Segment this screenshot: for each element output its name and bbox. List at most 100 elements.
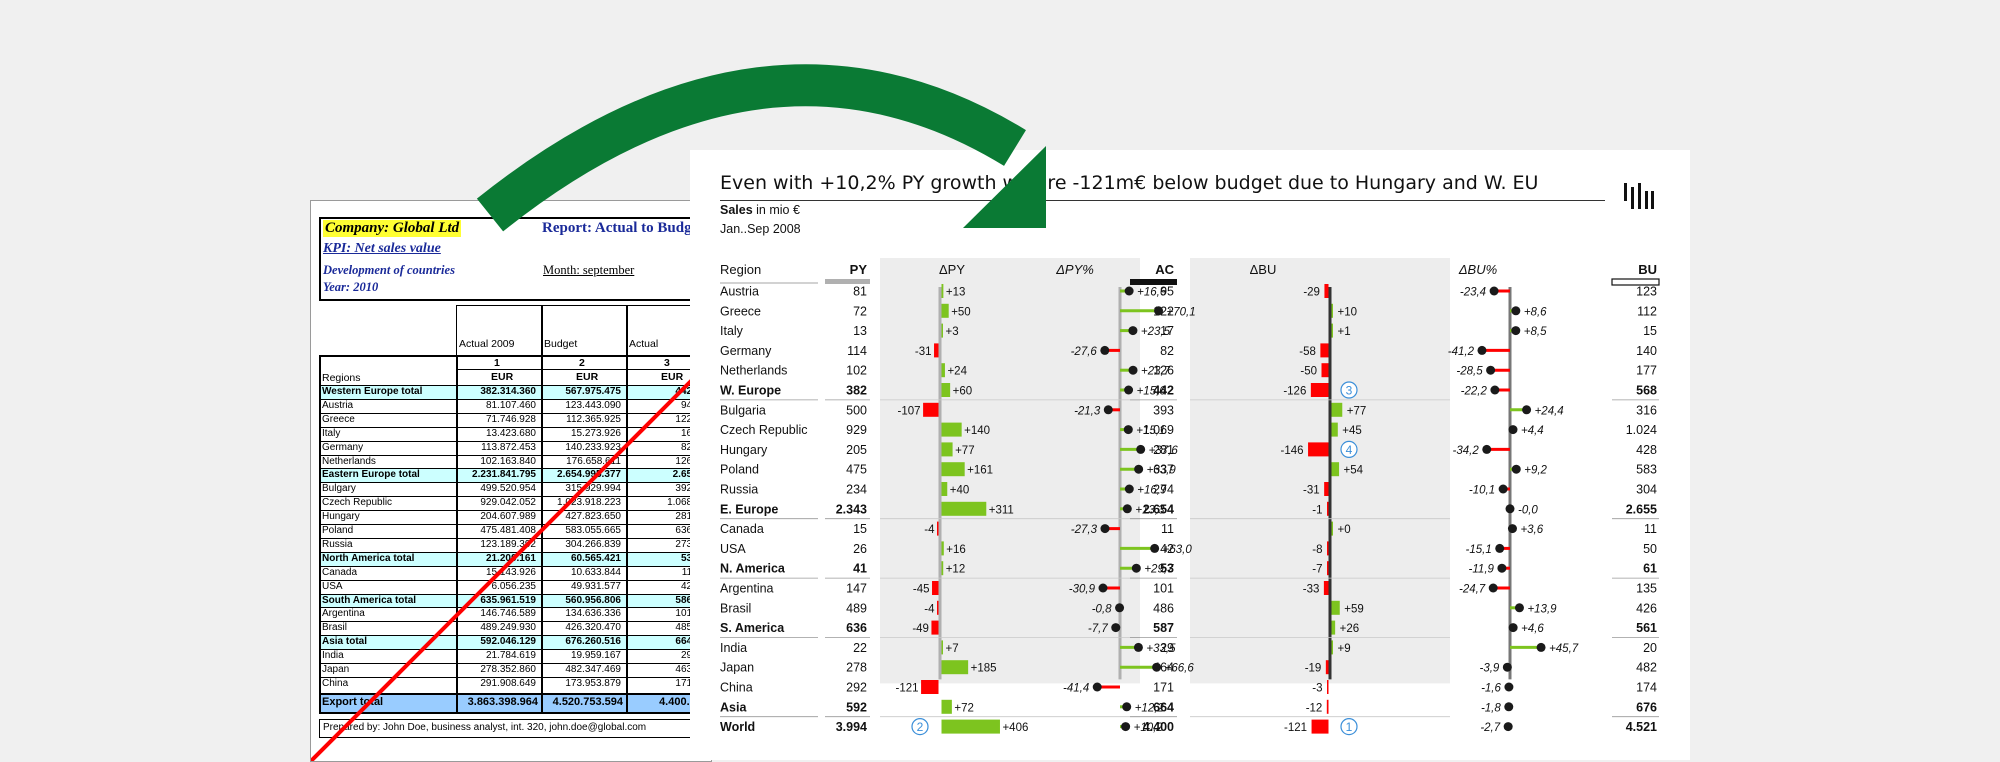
delta-py-pct-marker [1152, 662, 1162, 672]
delta-py-bar [937, 521, 939, 536]
row-py: 2.343 [836, 502, 867, 516]
sheet-row [319, 440, 709, 456]
delta-py-bar [941, 422, 962, 437]
sheet-year: Year: 2010 [323, 280, 379, 294]
col-header-py: PY [850, 262, 868, 277]
row-ac: 1.069 [1143, 423, 1174, 437]
delta-bu-pct-label: +9,2 [1524, 465, 1547, 477]
sheet-colhead-box [456, 305, 711, 356]
sheet-row [319, 468, 709, 484]
delta-py-pct-marker [1103, 405, 1113, 415]
sheet-row-name: Austria [322, 399, 354, 411]
row-region: World [720, 720, 755, 734]
delta-py-label: +72 [954, 702, 974, 714]
row-py: 102 [846, 364, 867, 378]
sheet-row-value: 382.314.360 [480, 386, 536, 397]
delta-bu-pct-marker [1498, 484, 1508, 494]
sheet-row-value: 13.423.680 [485, 427, 536, 439]
delta-py-pct-label: +33,5 [1146, 643, 1176, 655]
delta-bu-pct-marker [1505, 504, 1515, 514]
delta-bu-bar [1331, 521, 1333, 536]
delta-bu-label: -126 [1283, 386, 1306, 398]
delta-py-bar [921, 680, 939, 694]
row-region: Greece [720, 304, 761, 318]
delta-bu-label: -146 [1281, 445, 1304, 457]
delta-bu-pct-marker [1482, 444, 1492, 454]
delta-py-pct-label: -21,3 [1074, 405, 1101, 417]
row-bu: 428 [1636, 443, 1657, 457]
delta-py-pct-label: +33,9 [1147, 465, 1177, 477]
row-ac: 587 [1153, 621, 1174, 635]
delta-py-label: +24 [947, 366, 967, 378]
delta-py-bar [932, 581, 939, 595]
callout-circle [1340, 381, 1358, 399]
row-region: Netherlands [720, 364, 787, 378]
delta-bu-label: -1 [1312, 504, 1322, 516]
delta-py-pct-marker [1124, 484, 1134, 494]
sheet-vline [456, 355, 458, 712]
delta-py-pct-label: -30,9 [1069, 584, 1096, 596]
row-ac: 486 [1153, 601, 1174, 615]
row-ac: 82 [1160, 344, 1174, 358]
delta-py-bar [941, 660, 969, 675]
delta-py-bar [931, 620, 939, 635]
delta-bu-bar [1331, 462, 1340, 477]
sheet-row-value: 482.347.469 [565, 664, 621, 675]
sheet-row-value: 134.636.336 [565, 608, 621, 620]
row-region: Austria [720, 285, 759, 299]
delta-py-label: +406 [1002, 722, 1028, 734]
row-region: Germany [720, 344, 772, 358]
row-py: 475 [846, 463, 867, 477]
delta-bu-pct-label: -22,2 [1461, 386, 1488, 398]
delta-py-label: +185 [971, 663, 997, 675]
delta-py-label: +311 [989, 504, 1014, 516]
row-bu: 61 [1643, 562, 1657, 576]
delta-py-pct-label: -41,4 [1063, 683, 1089, 695]
delta-py-label: +7 [946, 643, 959, 655]
sheet-row-value: 15.143.926 [485, 566, 536, 578]
row-bu: 426 [1636, 601, 1657, 615]
row-region: China [720, 681, 753, 695]
sheet-col-number: 2 [579, 357, 585, 369]
delta-py-bar [941, 383, 951, 397]
sheet-row-value: 176.658.611 [566, 455, 621, 467]
delta-bu-bar [1327, 680, 1329, 694]
sheet-row-value: 10.633.844 [570, 566, 621, 578]
row-ac: 274 [1153, 483, 1174, 497]
callout-number: 2 [917, 720, 924, 734]
sheet-col-header: Budget [544, 338, 578, 350]
sheet-row-name: USA [322, 580, 343, 592]
row-bu: 140 [1636, 344, 1657, 358]
sheet-row-value: 49.931.577 [570, 580, 621, 592]
delta-py-pct-marker [1131, 563, 1141, 573]
row-bu: 50 [1643, 542, 1657, 556]
delta-py-bar [941, 284, 944, 298]
delta-bu-pct-label: -34,2 [1453, 445, 1480, 457]
sheet-row-name: Japan [322, 664, 350, 675]
delta-py-pct-marker [1092, 682, 1102, 692]
delta-bu-pct-marker [1495, 543, 1505, 553]
delta-bu-pct-marker [1511, 306, 1521, 316]
title-underline [720, 200, 1605, 201]
row-region: Asia [720, 700, 747, 714]
row-ac: 53 [1160, 562, 1174, 576]
delta-bu-label: +0 [1338, 524, 1351, 536]
sheet-row [319, 398, 709, 414]
delta-bu-bar [1310, 383, 1329, 397]
row-py: 114 [847, 344, 867, 358]
delta-bu-label: -7 [1312, 564, 1322, 576]
delta-bu-label: -29 [1303, 287, 1320, 299]
sheet-row [319, 510, 709, 525]
sheet-row [319, 524, 709, 539]
delta-py-pct-label: -0,8 [1092, 603, 1112, 615]
row-region: Russia [720, 483, 758, 497]
row-bu: 11 [1644, 522, 1657, 536]
delta-py-pct-marker [1100, 345, 1110, 355]
sheet-row-value: 123.189.392 [480, 538, 536, 550]
sheet-row-value: 173.953.879 [565, 677, 621, 689]
row-ac: 442 [1153, 384, 1174, 398]
sheet-row-value: 929.042.052 [480, 497, 536, 509]
row-ac: 4.400 [1143, 720, 1174, 734]
row-region: E. Europe [720, 502, 778, 516]
sheet-row-value: 113.872.453 [481, 441, 536, 453]
